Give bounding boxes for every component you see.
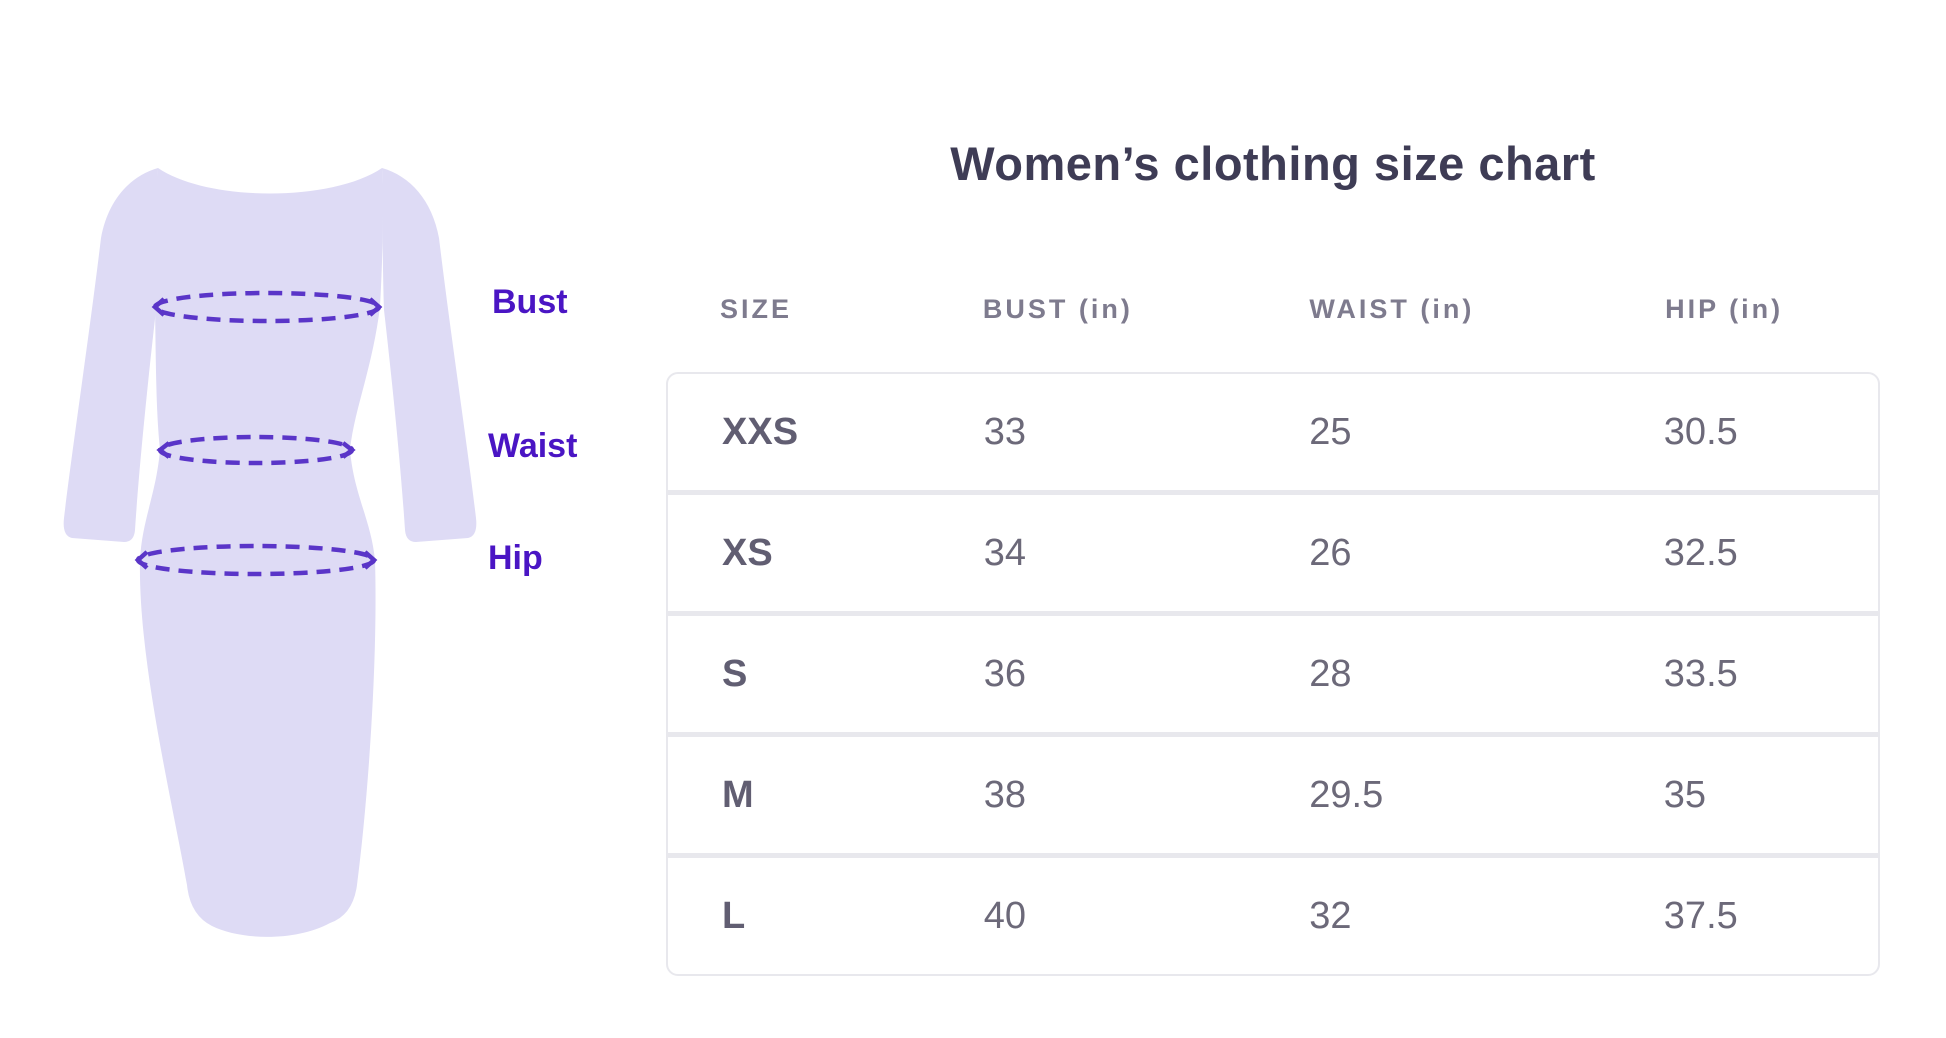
table-row-m: M 38 29.5 35: [668, 732, 1878, 853]
page-title: Women’s clothing size chart: [950, 137, 1596, 190]
cell-waist: 28: [1309, 652, 1352, 695]
cell-bust: 40: [983, 894, 1027, 937]
table-row-l: L 40 32 37.5: [668, 853, 1878, 974]
cell-size: M: [722, 773, 754, 816]
header-cell-waist: WAIST (in): [1309, 294, 1475, 324]
cell-hip: 35: [1663, 773, 1707, 816]
cell-waist: 29.5: [1309, 773, 1384, 816]
cell-waist: 26: [1309, 531, 1352, 574]
cell-hip: 37.5: [1663, 894, 1738, 937]
cell-hip: 32.5: [1663, 531, 1738, 574]
cell-size: XXS: [722, 410, 799, 453]
measure-label-waist: Waist: [488, 427, 578, 465]
cell-hip: 30.5: [1663, 410, 1738, 453]
cell-waist: 32: [1309, 894, 1352, 937]
table-row-xs: XS 34 26 32.5: [668, 490, 1878, 611]
header-cell-hip: HIP (in): [1665, 294, 1784, 324]
cell-size: XS: [722, 531, 773, 574]
waist-measure-line: [156, 434, 356, 466]
bust-measure-line: [151, 290, 383, 324]
dress-body: [139, 168, 383, 937]
size-table: XXS 33 25 30.5 XS 34 26 32.5 S 36 28 33.…: [666, 372, 1880, 976]
dress-right-sleeve: [382, 168, 477, 542]
cell-bust: 38: [983, 773, 1027, 816]
cell-size: L: [722, 894, 746, 937]
table-header-row: SIZE BUST (in) WAIST (in) HIP (in): [666, 294, 1880, 325]
measure-label-bust: Bust: [492, 283, 568, 321]
cell-bust: 33: [983, 410, 1027, 453]
cell-bust: 34: [983, 531, 1027, 574]
dress-figure-svg: [63, 168, 477, 937]
table-row-s: S 36 28 33.5: [668, 611, 1878, 732]
header-cell-size: SIZE: [720, 294, 793, 324]
cell-size: S: [722, 652, 748, 695]
cell-hip: 33.5: [1663, 652, 1738, 695]
dress-left-sleeve: [63, 168, 158, 542]
dress-illustration: Bust Waist Hip: [60, 150, 620, 970]
table-row-xxs: XXS 33 25 30.5: [668, 374, 1878, 490]
measure-label-hip: Hip: [488, 539, 543, 577]
hip-measure-line: [134, 543, 378, 577]
header-cell-bust: BUST (in): [982, 294, 1133, 324]
cell-bust: 36: [983, 652, 1027, 695]
cell-waist: 25: [1309, 410, 1352, 453]
